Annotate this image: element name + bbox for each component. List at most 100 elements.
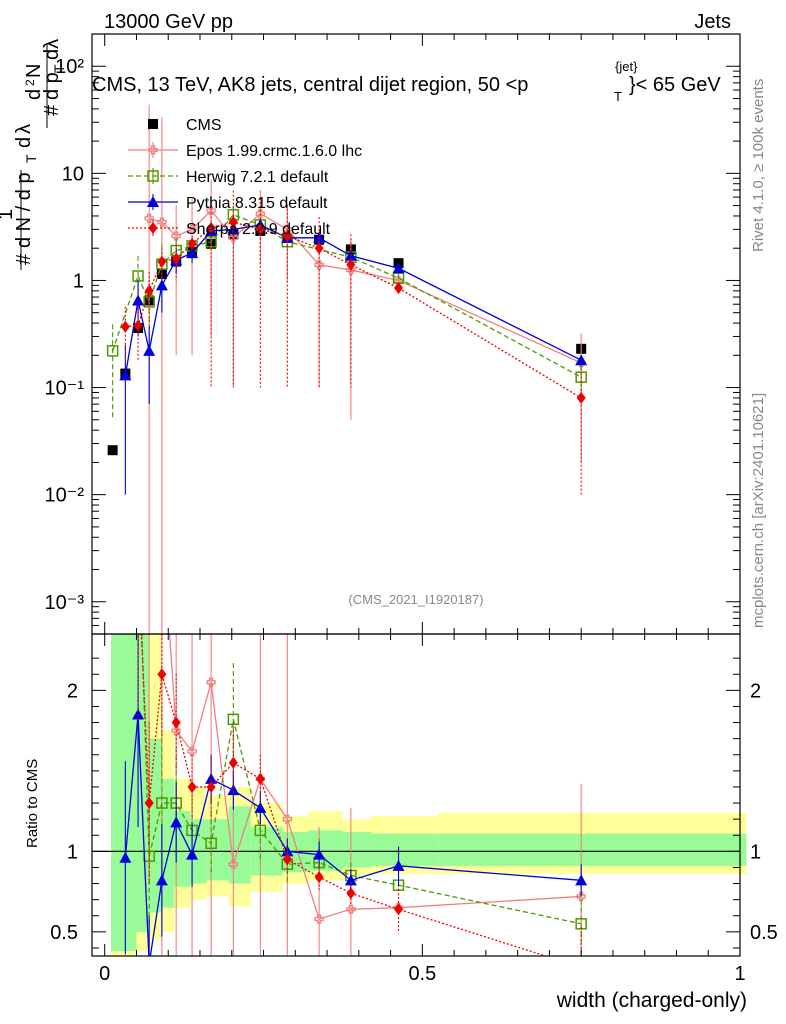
x-tick-label-0: 0 xyxy=(99,963,110,985)
ratio-series-1-point-5 xyxy=(171,725,181,736)
ratio-series-4 xyxy=(134,556,582,956)
ratio-series-1-point-11 xyxy=(314,914,324,924)
series-3-point-2 xyxy=(132,294,145,306)
ratio-series-2-point-9 xyxy=(254,824,267,837)
svg-text:1: 1 xyxy=(0,209,17,220)
series-1-point-3 xyxy=(144,213,154,224)
plot-title: CMS, 13 TeV, AK8 jets, central dijet reg… xyxy=(92,59,721,104)
ratio-series-1-point-12-shape xyxy=(346,904,356,914)
series-1-point-11 xyxy=(314,260,324,270)
y-tick-label-2: 10⁻¹ xyxy=(45,378,85,400)
series-4-point-3 xyxy=(144,284,154,297)
legend-marker-2 xyxy=(147,170,159,182)
ratio-series-3-point-10 xyxy=(281,845,294,857)
series-1-point-6-shape xyxy=(187,224,197,234)
series-3-point-13 xyxy=(392,262,405,274)
ratio-series-4-point-12 xyxy=(346,887,356,900)
series-4-point-2 xyxy=(133,319,143,332)
band-green-14 xyxy=(438,833,747,866)
ratio-series-3-point-4 xyxy=(155,874,168,886)
ratio-series-4-point-10 xyxy=(282,853,292,866)
ratio-series-1-point-7 xyxy=(206,677,216,687)
x-axis-title: width (charged-only) xyxy=(556,989,747,1012)
svg-text:T: T xyxy=(51,64,67,73)
ratio-y-tick-label-2: 2 xyxy=(67,680,78,702)
series-1-point-13 xyxy=(393,275,404,286)
legend: CMS Epos 1.99.crmc.1.6.0 lhc Herwig 7.2.1 … xyxy=(128,117,362,238)
ratio-y-tick-label-right-1: 1 xyxy=(750,841,761,863)
header-right: Jets xyxy=(694,11,731,33)
series-4-point-8 xyxy=(228,216,238,229)
main-plot xyxy=(106,104,588,634)
series-4-line xyxy=(125,221,582,399)
ratio-series-3-line xyxy=(124,714,582,956)
series-1-point-7 xyxy=(206,205,216,216)
series-1-point-6 xyxy=(187,224,197,234)
mcplots-label: mcplots.cern.ch [arXiv:2401.10621] xyxy=(750,393,767,628)
ratio-series-3-point-3 xyxy=(143,958,155,969)
legend-marker-3 xyxy=(147,196,159,207)
ratio-series-4-point-6 xyxy=(187,780,197,793)
ratio-series-4-point-8 xyxy=(228,756,238,769)
x-tick-label-2: 1 xyxy=(734,963,745,985)
band-green-0 xyxy=(111,634,127,952)
series-1-point-4-shape xyxy=(157,217,167,227)
series-3-point-3 xyxy=(143,344,156,356)
series-4-point-6 xyxy=(187,237,197,250)
series-3 xyxy=(119,218,588,495)
series-2-point-0 xyxy=(106,345,119,357)
series-3-point-4 xyxy=(155,279,168,291)
legend-marker-0 xyxy=(148,119,158,129)
series-0-point-0 xyxy=(107,445,118,456)
ratio-y-tick-label-0: 0.5 xyxy=(50,922,78,944)
series-1-point-3-shape xyxy=(144,213,154,224)
ratio-plot xyxy=(92,556,740,969)
ratio-series-3-point-9 xyxy=(254,801,267,813)
ratio-series-4-point-2 xyxy=(134,556,143,568)
legend-entry-0: CMS xyxy=(148,117,222,134)
band-green-13 xyxy=(371,833,439,866)
series-4-point-13 xyxy=(394,282,404,295)
legend-marker-1 xyxy=(148,145,158,155)
svg-text:d: d xyxy=(13,137,35,148)
series-1-point-4 xyxy=(157,217,167,227)
series-4-point-4 xyxy=(157,255,167,268)
legend-label-2: Herwig 7.2.1 default xyxy=(186,169,329,186)
svg-text:λ: λ xyxy=(13,124,35,134)
series-3-point-1 xyxy=(119,369,132,381)
rivet-label: Rivet 4.1.0, ≥ 100k events xyxy=(750,79,767,252)
ratio-series-3-point-8 xyxy=(227,784,240,796)
ratio-series-1-line xyxy=(168,634,582,920)
ratio-y-tick-label-1: 1 xyxy=(67,841,78,863)
plot-title-text: CMS, 13 TeV, AK8 jets, central dijet reg… xyxy=(92,74,528,96)
ratio-series-1-point-10-shape xyxy=(282,814,293,824)
ratio-y-tick-label-right-2: 2 xyxy=(750,680,761,702)
plot-title-sub: T xyxy=(614,89,622,104)
series-1-point-9 xyxy=(255,209,266,219)
plot-title-tail: }< 65 GeV xyxy=(629,74,721,96)
header-left: 13000 GeV pp xyxy=(104,11,233,33)
series-4-point-12 xyxy=(346,258,356,271)
series-2-line xyxy=(112,214,582,378)
ratio-series-2-point-8 xyxy=(227,713,240,726)
series-4-point-1 xyxy=(120,320,130,333)
ratio-series-1-point-5-shape xyxy=(171,725,181,736)
ratio-series-1-point-14 xyxy=(576,891,586,902)
svg-text:d: d xyxy=(23,89,45,100)
ratio-series-1-point-14-shape xyxy=(576,891,586,902)
svg-text:N: N xyxy=(23,64,45,78)
band-green-7 xyxy=(206,819,229,881)
ratio-series-1-point-11-shape xyxy=(314,914,324,924)
ratio-frame xyxy=(91,633,741,957)
plot-title-sup: {jet} xyxy=(615,59,638,74)
series-1-point-10 xyxy=(282,224,293,234)
ratio-series-3-point-6 xyxy=(186,848,199,860)
ratio-series-3-point-13 xyxy=(392,859,405,871)
ratio-series-4-point-3 xyxy=(144,797,154,810)
series-1-point-11-shape xyxy=(314,260,324,270)
legend-marker-4 xyxy=(148,222,158,234)
series-1-point-9-shape xyxy=(255,209,266,219)
series-4-point-10 xyxy=(282,230,292,243)
